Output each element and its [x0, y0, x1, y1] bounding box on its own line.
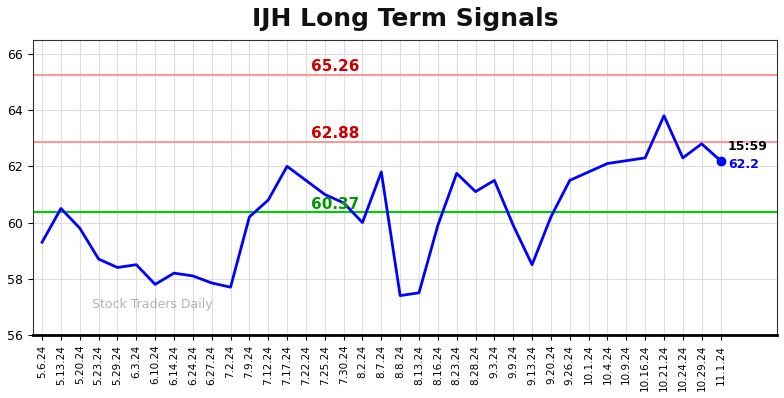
Text: 65.26: 65.26 [310, 59, 359, 74]
Text: Stock Traders Daily: Stock Traders Daily [93, 298, 212, 311]
Text: 62.88: 62.88 [310, 126, 359, 141]
Text: 62.2: 62.2 [728, 158, 759, 172]
Title: IJH Long Term Signals: IJH Long Term Signals [252, 7, 558, 31]
Text: 60.37: 60.37 [310, 197, 359, 212]
Text: 15:59: 15:59 [728, 140, 768, 153]
